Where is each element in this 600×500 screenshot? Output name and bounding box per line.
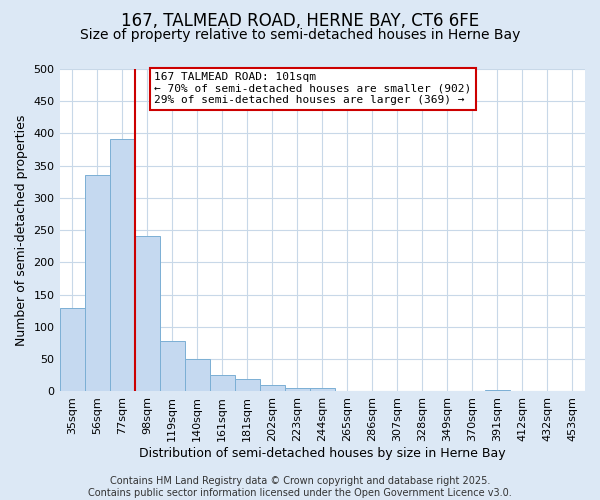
Bar [485, 390, 510, 392]
Bar [185, 358, 209, 392]
Bar [285, 388, 310, 392]
Bar [134, 236, 160, 392]
Text: Size of property relative to semi-detached houses in Herne Bay: Size of property relative to semi-detach… [80, 28, 520, 42]
Y-axis label: Number of semi-detached properties: Number of semi-detached properties [15, 114, 28, 346]
Bar [85, 176, 110, 392]
X-axis label: Distribution of semi-detached houses by size in Herne Bay: Distribution of semi-detached houses by … [139, 447, 506, 460]
Text: 167, TALMEAD ROAD, HERNE BAY, CT6 6FE: 167, TALMEAD ROAD, HERNE BAY, CT6 6FE [121, 12, 479, 30]
Text: 167 TALMEAD ROAD: 101sqm
← 70% of semi-detached houses are smaller (902)
29% of : 167 TALMEAD ROAD: 101sqm ← 70% of semi-d… [154, 72, 472, 106]
Bar [310, 388, 335, 392]
Bar [260, 385, 285, 392]
Bar [110, 138, 134, 392]
Bar [160, 341, 185, 392]
Bar [59, 308, 85, 392]
Bar [209, 374, 235, 392]
Text: Contains HM Land Registry data © Crown copyright and database right 2025.
Contai: Contains HM Land Registry data © Crown c… [88, 476, 512, 498]
Bar [235, 378, 260, 392]
